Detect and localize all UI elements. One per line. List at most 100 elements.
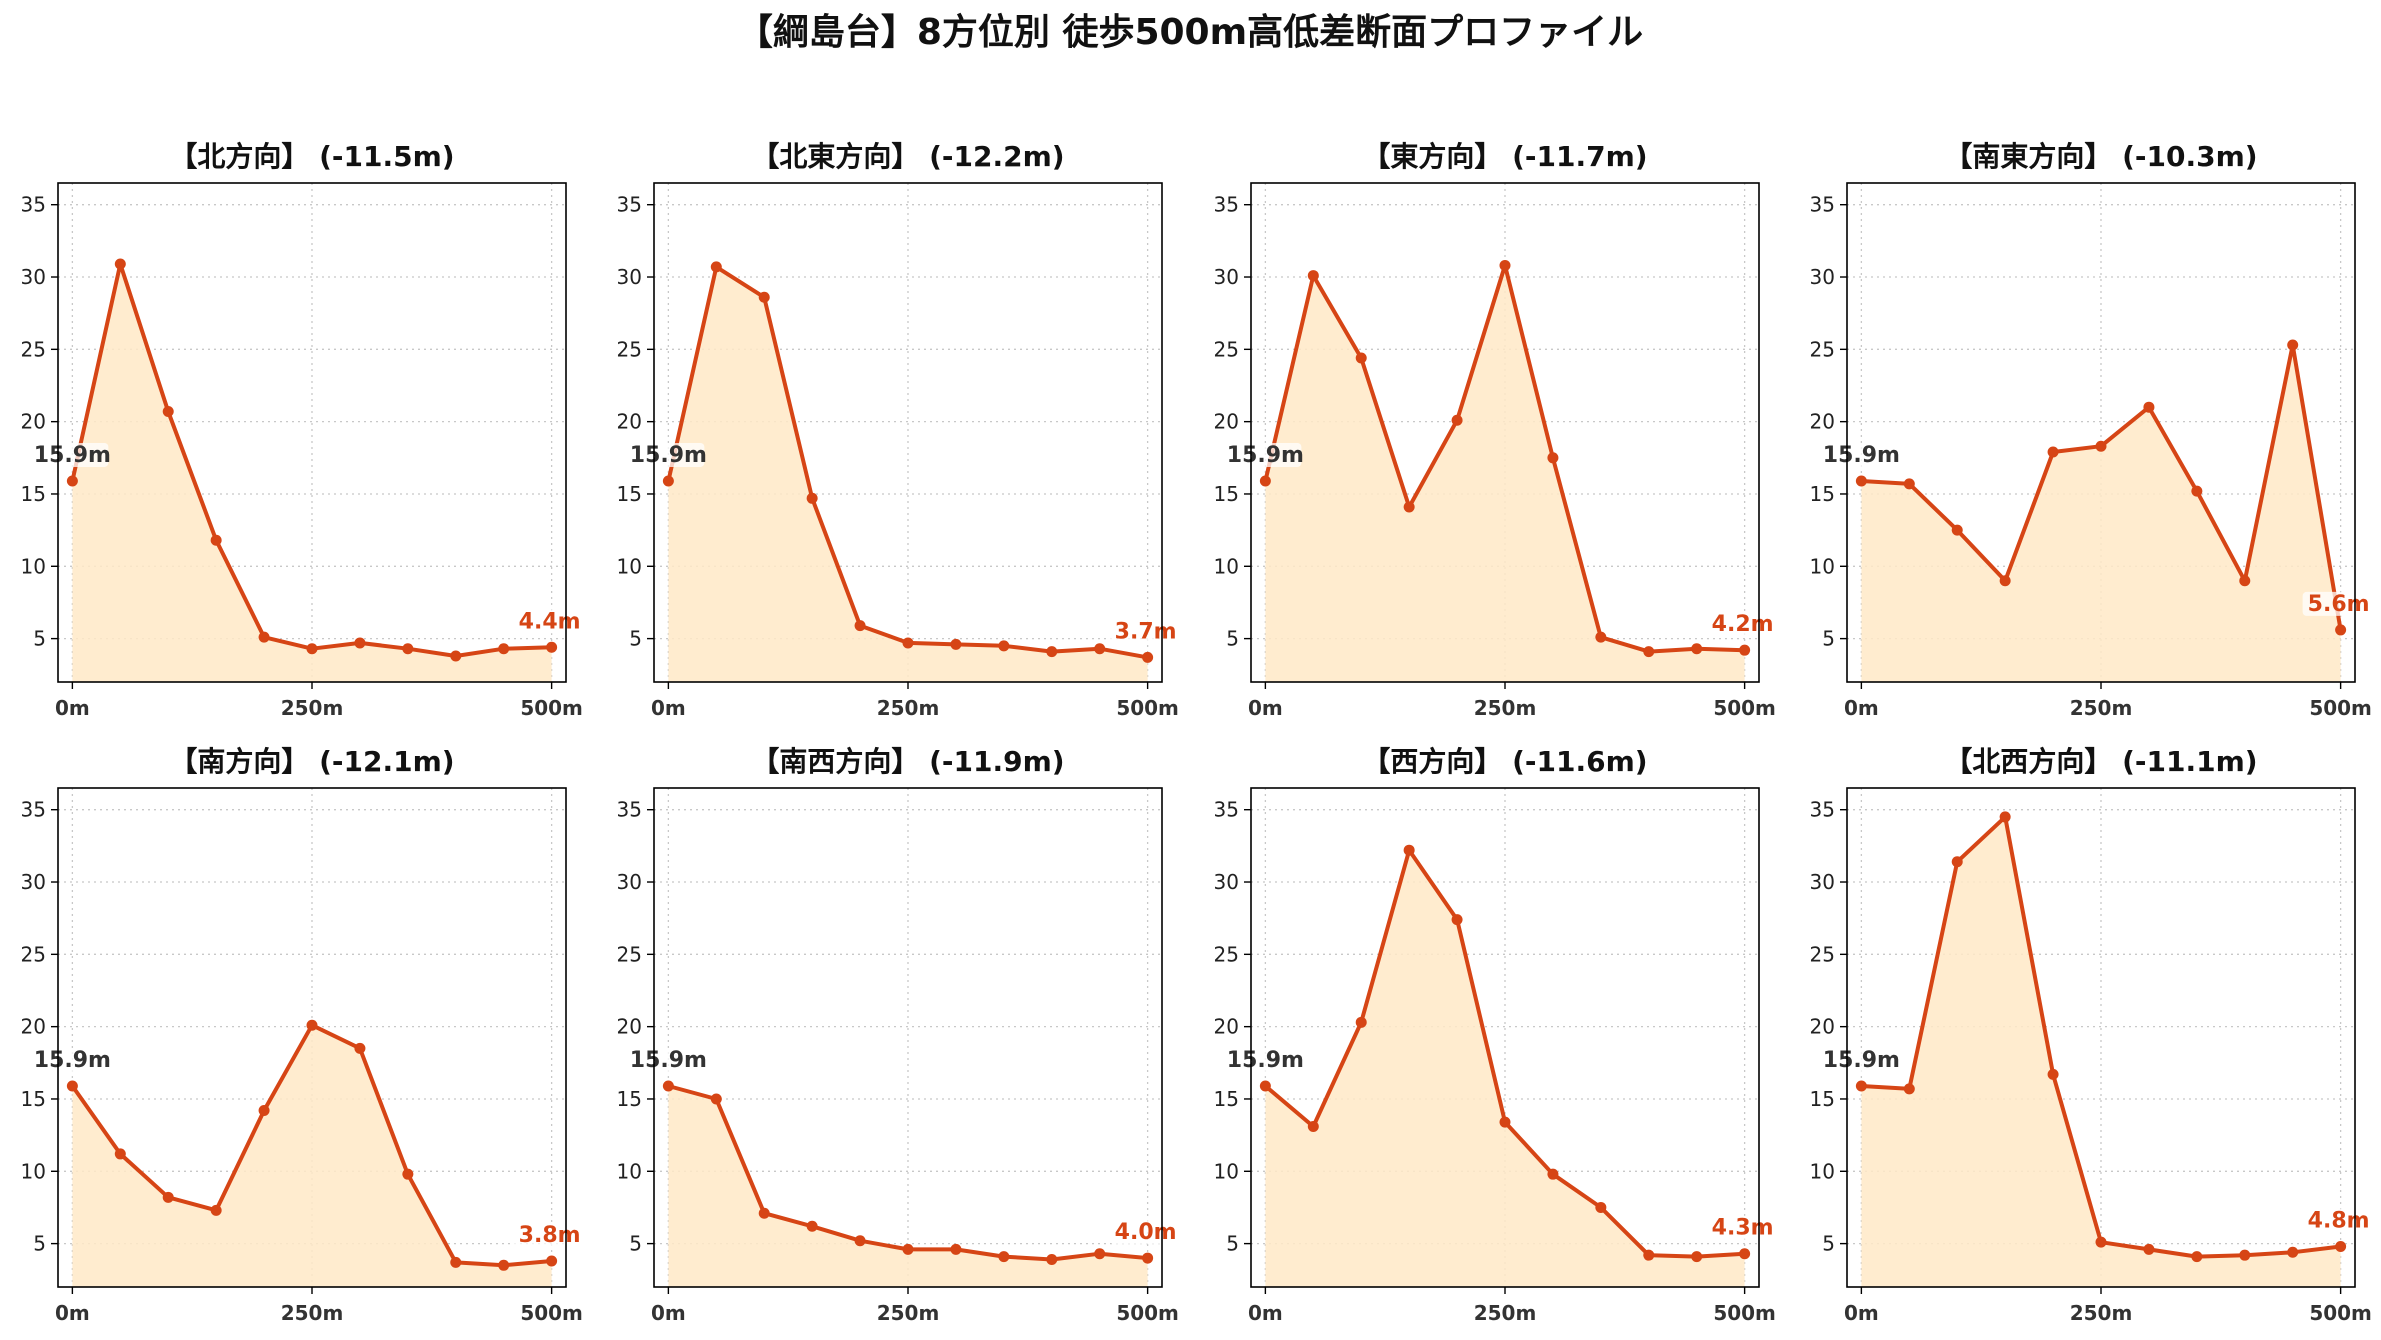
- y-tick-label: 25: [1810, 337, 1835, 361]
- elevation-point: [402, 1168, 414, 1180]
- y-tick-label: 30: [21, 265, 46, 289]
- elevation-point: [1355, 352, 1367, 364]
- panel-6: 【南西方向】 (-11.9m) 5 10 15 20 25 30 35 0m 250m 500m 15…: [617, 745, 1182, 1325]
- y-tick-label: 25: [1810, 942, 1835, 966]
- elevation-point: [806, 492, 818, 504]
- axes-frame: [653, 182, 1163, 683]
- elevation-point: [450, 650, 462, 662]
- panel-title: 【南方向】 (-12.1m): [169, 745, 454, 778]
- elevation-point: [854, 1235, 866, 1247]
- panel-title: 【南西方向】 (-11.9m): [751, 745, 1064, 778]
- y-tick-label: 20: [1810, 1015, 1835, 1039]
- x-tick-label: 250m: [877, 696, 940, 720]
- elevation-area: [1265, 265, 1745, 682]
- elevation-point: [854, 620, 866, 632]
- y-tick-label: 35: [1214, 798, 1239, 822]
- elevation-point: [2191, 1251, 2203, 1263]
- elevation-point: [1951, 856, 1963, 868]
- y-tick-label: 5: [33, 1232, 46, 1256]
- y-tick-label: 15: [617, 1087, 642, 1111]
- y-tick-label: 5: [1226, 627, 1239, 651]
- end-elevation-label: 4.0m: [1115, 1220, 1177, 1245]
- x-tick-label: 500m: [1713, 696, 1776, 720]
- elevation-point: [1142, 651, 1154, 663]
- elevation-point: [354, 637, 366, 649]
- y-tick-label: 35: [1810, 193, 1835, 217]
- elevation-point: [1259, 1080, 1271, 1092]
- x-tick-label: 250m: [1474, 696, 1537, 720]
- y-tick-label: 10: [617, 554, 642, 578]
- elevation-point: [2287, 339, 2299, 351]
- y-tick-label: 5: [1822, 1232, 1835, 1256]
- elevation-point: [258, 1105, 270, 1117]
- y-tick-label: 10: [1810, 1159, 1835, 1183]
- start-elevation-label: 15.9m: [1823, 1048, 1900, 1073]
- elevation-point: [950, 1243, 962, 1255]
- start-label-bg: [1229, 442, 1302, 467]
- x-tick-label: 500m: [520, 696, 583, 720]
- y-tick-label: 30: [1214, 870, 1239, 894]
- y-tick-label: 35: [21, 193, 46, 217]
- elevation-point: [1451, 414, 1463, 426]
- start-elevation-label: 15.9m: [34, 443, 111, 468]
- elevation-point: [306, 643, 318, 655]
- start-label-bg: [632, 1047, 705, 1072]
- elevation-point: [1739, 644, 1751, 656]
- elevation-point: [902, 1243, 914, 1255]
- end-elevation-label: 4.2m: [1712, 612, 1774, 637]
- elevation-point: [2287, 1246, 2299, 1258]
- x-tick-label: 500m: [1116, 1301, 1179, 1325]
- elevation-point: [1403, 501, 1415, 513]
- figure-title: 【綱島台】8方位別 徒歩500m高低差断面プロファイル: [737, 12, 1643, 53]
- y-tick-label: 20: [617, 410, 642, 434]
- panel-7: 【西方向】 (-11.6m) 5 10 15 20 25 30 35 0m 250m 500m 15.…: [1214, 745, 1779, 1325]
- elevation-area: [1265, 850, 1745, 1287]
- elevation-point: [114, 258, 126, 270]
- y-tick-label: 35: [1214, 193, 1239, 217]
- elevation-point: [2335, 1241, 2347, 1253]
- y-tick-label: 10: [21, 554, 46, 578]
- start-label-bg: [1825, 1047, 1898, 1072]
- end-elevation-label: 4.3m: [1712, 1216, 1774, 1241]
- elevation-point: [1691, 643, 1703, 655]
- start-elevation-label: 15.9m: [34, 1048, 111, 1073]
- y-tick-label: 15: [1810, 1087, 1835, 1111]
- elevation-area: [1861, 816, 2341, 1287]
- elevation-point: [2239, 575, 2251, 587]
- elevation-point: [758, 291, 770, 303]
- elevation-point: [450, 1256, 462, 1268]
- y-tick-label: 20: [617, 1015, 642, 1039]
- end-label-bg: [1706, 1215, 1779, 1240]
- elevation-point: [1903, 478, 1915, 490]
- y-tick-label: 25: [617, 337, 642, 361]
- y-tick-label: 20: [1810, 410, 1835, 434]
- panel-title: 【北東方向】 (-12.2m): [751, 140, 1064, 173]
- elevation-point: [758, 1207, 770, 1219]
- y-tick-label: 5: [629, 1232, 642, 1256]
- elevation-point: [1999, 575, 2011, 587]
- elevation-point: [546, 641, 558, 653]
- y-tick-label: 30: [21, 870, 46, 894]
- end-elevation-label: 3.7m: [1115, 619, 1177, 644]
- axes-frame: [1250, 182, 1760, 683]
- y-tick-label: 5: [33, 627, 46, 651]
- elevation-point: [402, 643, 414, 655]
- elevation-area: [668, 266, 1148, 682]
- elevation-point: [710, 261, 722, 273]
- elevation-point: [354, 1042, 366, 1054]
- y-tick-label: 30: [1810, 870, 1835, 894]
- elevation-area: [668, 1086, 1148, 1287]
- end-label-bg: [2302, 1208, 2375, 1233]
- y-tick-label: 25: [617, 942, 642, 966]
- axes-frame: [653, 787, 1163, 1288]
- elevation-point: [2143, 401, 2155, 413]
- elevation-point: [1855, 475, 1867, 487]
- elevation-point: [1046, 646, 1058, 658]
- elevation-area: [1861, 345, 2341, 682]
- panel-1: 【北方向】 (-11.5m) 5 10 15 20 25 30 35 0m 250m 500m 15.…: [21, 140, 586, 720]
- x-tick-label: 500m: [2309, 1301, 2372, 1325]
- end-label-bg: [1706, 612, 1779, 637]
- x-tick-label: 0m: [1844, 696, 1879, 720]
- elevation-point: [1999, 811, 2011, 823]
